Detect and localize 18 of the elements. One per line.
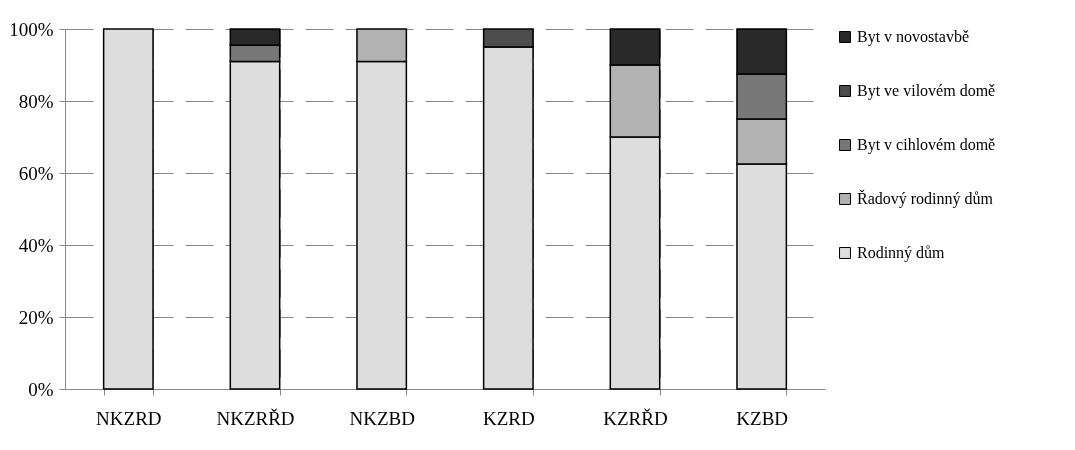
- y-tick-label: 0%: [28, 378, 54, 400]
- legend-label: Byt v novostavbě: [857, 28, 969, 46]
- y-tick-label: 40%: [18, 234, 54, 256]
- x-tick-label: KZBD: [736, 407, 789, 429]
- y-tick-label: 20%: [18, 306, 54, 328]
- legend-label: Byt v cihlovém domě: [857, 136, 996, 154]
- legend-label: Řadový rodinný dům: [857, 189, 994, 208]
- y-tick-label: 80%: [18, 90, 54, 112]
- y-tick-label: 60%: [18, 162, 54, 184]
- x-tick-label: NKZRŘD: [216, 407, 295, 429]
- y-tick-label: 100%: [9, 18, 54, 40]
- x-tick-label: KZRD: [482, 407, 535, 429]
- legend-label: Byt ve vilovém domě: [857, 82, 996, 100]
- x-tick-label: NKZRD: [96, 407, 162, 429]
- x-tick-label: KZRŘD: [603, 407, 668, 429]
- bar: [102, 28, 154, 390]
- legend-label: Rodinný dům: [857, 244, 946, 262]
- x-tick-label: NKZBD: [349, 407, 415, 429]
